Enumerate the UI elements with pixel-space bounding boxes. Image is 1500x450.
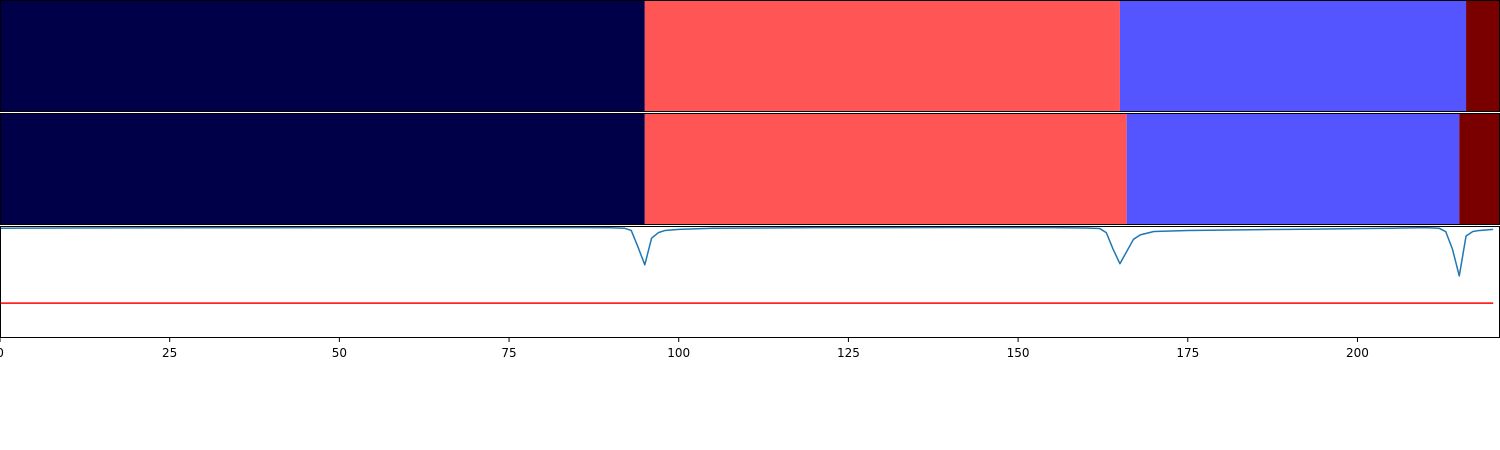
x-tick-label-200: 200: [1346, 346, 1369, 360]
heatmap-1-segment-1: [0, 0, 645, 112]
x-tick-label-50: 50: [332, 346, 347, 360]
x-tick-label-25: 25: [162, 346, 177, 360]
x-axis: 0 25 50 75 100 125 150 175 200: [0, 338, 1369, 360]
x-tick-label-150: 150: [1007, 346, 1030, 360]
line-panel: [0, 226, 1494, 304]
heatmap-2-segment-1: [0, 113, 645, 225]
x-tick-label-125: 125: [837, 346, 860, 360]
heatmap-1-segment-3: [1119, 0, 1467, 112]
panel-frame-3: [0, 226, 1500, 338]
x-tick-label-75: 75: [501, 346, 516, 360]
line-series-group: [0, 226, 1494, 304]
x-tick-label-175: 175: [1176, 346, 1199, 360]
heatmap-2-segment-3: [1126, 113, 1460, 225]
line-series-1: [0, 226, 1494, 277]
heatmap-1-segment-4: [1466, 0, 1500, 112]
heatmap-row-1: [0, 0, 1500, 112]
heatmap-2-segment-2: [644, 113, 1127, 225]
heatmap-row-2: [0, 113, 1500, 225]
x-tick-label-100: 100: [667, 346, 690, 360]
heatmap-2-segment-4: [1459, 113, 1500, 225]
heatmap-1-segment-2: [644, 0, 1120, 112]
x-tick-label-0: 0: [0, 346, 4, 360]
